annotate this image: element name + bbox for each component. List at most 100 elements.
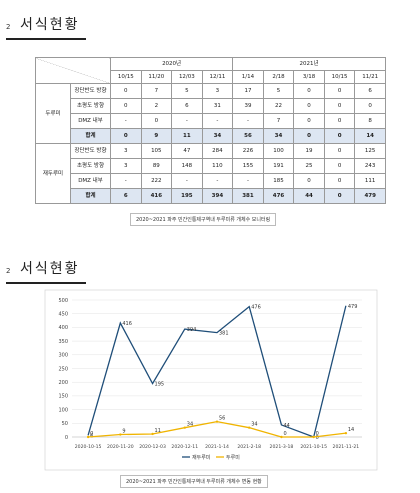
value-cell: 56 [232, 128, 264, 144]
data-label: 11 [155, 428, 161, 434]
data-point [86, 435, 90, 439]
chart-caption: 2020~2021 파주 민간인통제구역내 두루미류 개체수 변동 현황 [120, 475, 268, 488]
date-header: 11/21 [354, 70, 386, 84]
value-cell: 0 [293, 173, 325, 189]
year-header: 2020년 [109, 57, 234, 71]
y-tick-label: 350 [58, 339, 68, 345]
value-cell: 22 [262, 98, 295, 114]
table-row: 합계 0 9 11 34 56 34 0 0 14 [36, 128, 386, 144]
value-cell: 0 [293, 83, 325, 99]
value-cell: 6 [171, 98, 203, 114]
value-cell: 476 [262, 188, 295, 204]
value-cell: 100 [262, 143, 295, 159]
table-caption: 2020~2021 파주 민간인통제구역내 두루미류 개체수 모니터링 [130, 213, 277, 226]
year-header: 2021년 [232, 57, 386, 71]
legend-label: 두루미 [226, 454, 240, 461]
date-header: 1/14 [232, 70, 264, 84]
value-cell: 89 [140, 158, 173, 174]
value-cell: 0 [323, 83, 356, 99]
row-label: 합계 [70, 188, 111, 204]
date-header: 2/18 [262, 70, 295, 84]
heading-underline [6, 38, 86, 40]
data-point [119, 433, 122, 436]
section-title: 서식현황 [20, 261, 80, 277]
value-cell: 394 [201, 188, 234, 204]
value-cell: 9 [140, 128, 173, 144]
value-cell: 3 [110, 158, 142, 174]
value-cell: 0 [110, 98, 142, 114]
value-cell: 0 [110, 83, 142, 99]
data-point [344, 431, 348, 435]
value-cell: 34 [201, 128, 234, 144]
data-point [312, 435, 315, 439]
table-row: 초평도 방향 3 89 148 110 155 191 25 0 243 [36, 158, 386, 174]
data-label: 0 [316, 431, 319, 437]
value-cell: - [201, 173, 234, 189]
legend-label: 재두루미 [192, 454, 210, 461]
data-label: 56 [219, 416, 225, 422]
table-row: 2020년 2021년 [35, 57, 386, 84]
y-tick-label: 450 [58, 312, 68, 318]
value-cell: 125 [354, 143, 386, 159]
group-label: 재두루미 [35, 143, 71, 204]
row-label: 초평도 방향 [70, 158, 111, 174]
value-cell: - [110, 113, 142, 129]
value-cell: - [110, 173, 142, 189]
value-cell: 416 [140, 188, 173, 204]
date-header: 10/15 [323, 70, 356, 84]
y-tick-label: 0 [65, 435, 68, 441]
section-number: 2 [6, 267, 11, 275]
value-cell: 14 [354, 128, 386, 144]
value-cell: 226 [232, 143, 264, 159]
data-label: 479 [348, 304, 358, 310]
value-cell: 39 [232, 98, 264, 114]
table-row: 재두루미 장단반도 방향 3 105 47 284 226 100 19 0 125 [35, 143, 386, 204]
value-cell: 31 [201, 98, 234, 114]
value-cell: 222 [140, 173, 173, 189]
y-tick-label: 100 [58, 407, 68, 413]
data-label: 381 [219, 331, 229, 337]
row-label: DMZ 내부 [70, 173, 111, 189]
value-cell: 7 [262, 113, 295, 129]
value-cell: 3 [110, 143, 142, 159]
x-tick-label: 2020-12-03 [139, 444, 166, 450]
value-cell: - [171, 173, 203, 189]
table-row: 초평도 방향 0 2 6 31 39 22 0 0 0 [36, 98, 386, 114]
data-label: 9 [122, 429, 125, 435]
date-header: 3/18 [293, 70, 325, 84]
data-line [87, 305, 347, 438]
table-row: 10/15 11/20 12/03 12/11 1/14 2/18 3/18 10/15 11/… [36, 70, 386, 84]
value-cell: 243 [354, 158, 386, 174]
value-cell: 0 [323, 173, 356, 189]
table-row: 합계 6 416 195 394 381 476 44 0 479 [36, 188, 386, 204]
y-tick-label: 150 [58, 394, 68, 400]
corner-cell [35, 57, 111, 84]
row-label: DMZ 내부 [70, 113, 111, 129]
value-cell: 3 [201, 83, 234, 99]
group-label: 두루미 [35, 83, 71, 144]
data-label: 6 [90, 433, 93, 439]
value-cell: - [232, 173, 264, 189]
section-number: 2 [6, 23, 11, 31]
value-cell: - [201, 113, 234, 129]
data-line [88, 420, 346, 438]
value-cell: 5 [262, 83, 295, 99]
table-row: 두루미 장단반도 방향 0 7 5 3 17 5 0 0 6 [35, 83, 386, 144]
y-tick-label: 250 [58, 366, 68, 372]
value-cell: 381 [232, 188, 264, 204]
value-cell: 19 [293, 143, 325, 159]
data-point [151, 432, 154, 436]
value-cell: 0 [140, 113, 173, 129]
value-cell: 0 [323, 188, 356, 204]
section-heading: 2 서식현황 [6, 14, 80, 34]
value-cell: 111 [354, 173, 386, 189]
value-cell: 25 [293, 158, 325, 174]
value-cell: - [232, 113, 264, 129]
date-header: 12/03 [171, 70, 203, 84]
table-row: DMZ 내부 -222- - -185 0 0 111 [36, 173, 386, 189]
value-cell: 0 [323, 98, 356, 114]
value-cell: 11 [171, 128, 203, 144]
value-cell: 2 [140, 98, 173, 114]
row-label: 장단반도 방향 [70, 83, 111, 99]
